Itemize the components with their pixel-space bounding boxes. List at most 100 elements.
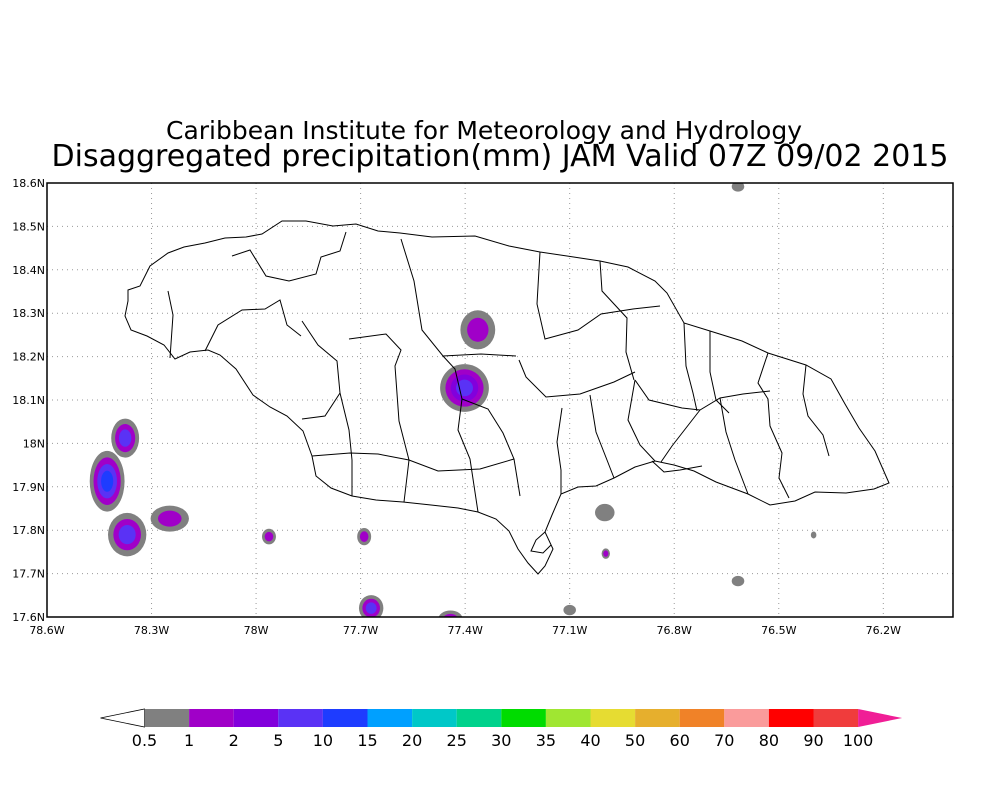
colorbar-label: 60 xyxy=(670,731,690,750)
rain-cell xyxy=(108,513,146,556)
parish-boundary xyxy=(635,380,770,410)
rain-cell xyxy=(440,364,489,412)
parish-boundary xyxy=(519,360,635,397)
parish-boundary xyxy=(710,331,729,413)
parish-boundary xyxy=(684,323,697,411)
rain-cell xyxy=(262,529,276,545)
parish-boundary xyxy=(168,291,173,358)
precipitation-layer xyxy=(90,181,817,628)
colorbar-label: 100 xyxy=(843,731,874,750)
rain-cell xyxy=(563,605,576,615)
lon-label: 76.8W xyxy=(657,624,692,637)
rain-contour xyxy=(360,531,369,542)
rain-contour xyxy=(467,318,488,342)
lat-label: 18.5N xyxy=(12,220,45,233)
lon-label: 77.1W xyxy=(552,624,587,637)
lon-label: 77.4W xyxy=(447,624,482,637)
rain-cell xyxy=(602,548,610,558)
rain-cell xyxy=(732,576,745,586)
rain-cell xyxy=(595,504,615,521)
rain-contour xyxy=(732,576,745,586)
colorbar-label: 40 xyxy=(580,731,600,750)
lat-label: 17.7N xyxy=(12,568,45,581)
rain-contour xyxy=(366,602,377,614)
parish-boundary xyxy=(340,393,352,496)
colorbar-swatch xyxy=(814,709,859,727)
rain-contour xyxy=(265,532,274,542)
colorbar-label: 30 xyxy=(491,731,511,750)
colorbar-labels: 0.5 1 2 5 10 15 20 25 30 35 40 50 60 70 80 90 100 xyxy=(132,731,874,750)
colorbar-label: 15 xyxy=(357,731,377,750)
colorbar-swatch xyxy=(323,709,368,727)
colorbar-label: 10 xyxy=(313,731,333,750)
rain-contour xyxy=(443,614,458,625)
colorbar-label: 80 xyxy=(759,731,779,750)
longitude-labels: 78.6W 78.3W 78W 77.7W 77.4W 77.1W 76.8W 76.5W 76… xyxy=(29,624,901,637)
parish-boundary xyxy=(205,300,301,351)
colorbar-label: 0.5 xyxy=(132,731,157,750)
colorbar-swatch xyxy=(680,709,725,727)
colorbar-label: 50 xyxy=(625,731,645,750)
parish-boundary xyxy=(758,353,789,498)
rain-cell xyxy=(811,532,817,539)
colorbar-label: 2 xyxy=(229,731,239,750)
parish-boundary xyxy=(458,399,478,512)
colorbar-swatch xyxy=(769,709,814,727)
lon-label: 76.5W xyxy=(761,624,796,637)
colorbar xyxy=(101,709,903,727)
rain-contour xyxy=(119,429,131,446)
rain-contour xyxy=(595,504,615,521)
colorbar-label: 90 xyxy=(803,731,823,750)
rain-contour xyxy=(158,511,182,527)
lat-label: 18.2N xyxy=(12,351,45,364)
parish-boundary xyxy=(661,410,700,462)
colorbar-swatch xyxy=(368,709,413,727)
parish-boundary xyxy=(628,380,655,461)
parish-boundary xyxy=(590,395,614,478)
colorbar-swatch xyxy=(501,709,546,727)
parish-boundary xyxy=(803,365,829,456)
parish-boundary xyxy=(349,334,409,502)
lat-label: 17.9N xyxy=(12,481,45,494)
colorbar-label: 20 xyxy=(402,731,422,750)
lat-label: 18.4N xyxy=(12,264,45,277)
rain-contour xyxy=(563,605,576,615)
lon-label: 78.3W xyxy=(134,624,169,637)
rain-contour xyxy=(811,532,817,539)
lat-label: 18.3N xyxy=(12,307,45,320)
parish-boundary xyxy=(232,232,346,281)
colorbar-swatch xyxy=(457,709,502,727)
lat-label: 18.6N xyxy=(12,177,45,190)
colorbar-label: 1 xyxy=(184,731,194,750)
colorbar-swatch xyxy=(412,709,457,727)
rain-cell xyxy=(460,310,495,349)
latitude-labels: 18.6N 18.5N 18.4N 18.3N 18.2N 18.1N 18N 17.9N 17… xyxy=(12,177,45,624)
colorbar-swatch xyxy=(189,709,234,727)
rain-cell xyxy=(90,451,125,512)
colorbar-label: 5 xyxy=(273,731,283,750)
colorbar-swatch xyxy=(145,709,190,727)
rain-cell xyxy=(151,506,189,532)
lon-label: 77.7W xyxy=(343,624,378,637)
colorbar-swatch xyxy=(724,709,769,727)
parish-boundary xyxy=(600,261,634,380)
colorbar-swatch xyxy=(278,709,323,727)
rain-cell xyxy=(357,528,371,545)
lon-label: 76.2W xyxy=(866,624,901,637)
rain-contour xyxy=(101,471,113,492)
parish-boundary xyxy=(720,398,748,494)
colorbar-high-arrow xyxy=(858,709,902,727)
rain-cell xyxy=(111,419,139,458)
colorbar-swatch xyxy=(591,709,636,727)
parish-boundary xyxy=(401,239,516,356)
colorbar-label: 70 xyxy=(714,731,734,750)
portland-bight-coast xyxy=(531,532,551,553)
lon-label: 78W xyxy=(244,624,269,637)
lat-label: 18N xyxy=(23,437,45,450)
colorbar-label: 25 xyxy=(447,731,467,750)
coastline xyxy=(125,221,889,574)
colorbar-low-arrow xyxy=(101,709,145,727)
parish-boundary xyxy=(537,252,660,339)
parish-boundary xyxy=(302,321,340,419)
